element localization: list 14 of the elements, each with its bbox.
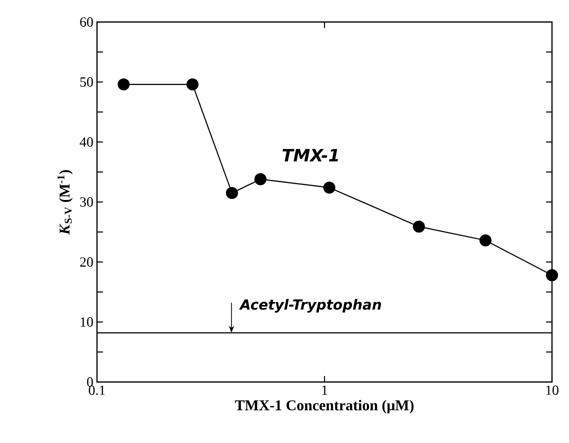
y-axis-title: K$_{S-V}$ (M$^{-1}$) bbox=[57, 170, 73, 235]
y-tick-label: 30 bbox=[80, 197, 93, 207]
y-tick-label: 50 bbox=[80, 77, 93, 87]
x-tick-label: 1 bbox=[322, 386, 328, 395]
series-label: TMX-1 bbox=[282, 149, 338, 162]
x-axis-title: TMX-1 Concentration (μM) bbox=[235, 400, 414, 414]
y-tick-label: 20 bbox=[80, 257, 93, 267]
x-tick-label: 0.1 bbox=[88, 386, 105, 395]
x-tick-label: 10 bbox=[546, 386, 558, 395]
y-tick-label: 10 bbox=[80, 317, 93, 327]
annotation: Acetyl-Tryptophan bbox=[239, 299, 382, 313]
y-tick-label: 0 bbox=[87, 377, 93, 387]
y-tick-label: 40 bbox=[80, 137, 93, 147]
y-tick-label: 60 bbox=[80, 17, 93, 27]
